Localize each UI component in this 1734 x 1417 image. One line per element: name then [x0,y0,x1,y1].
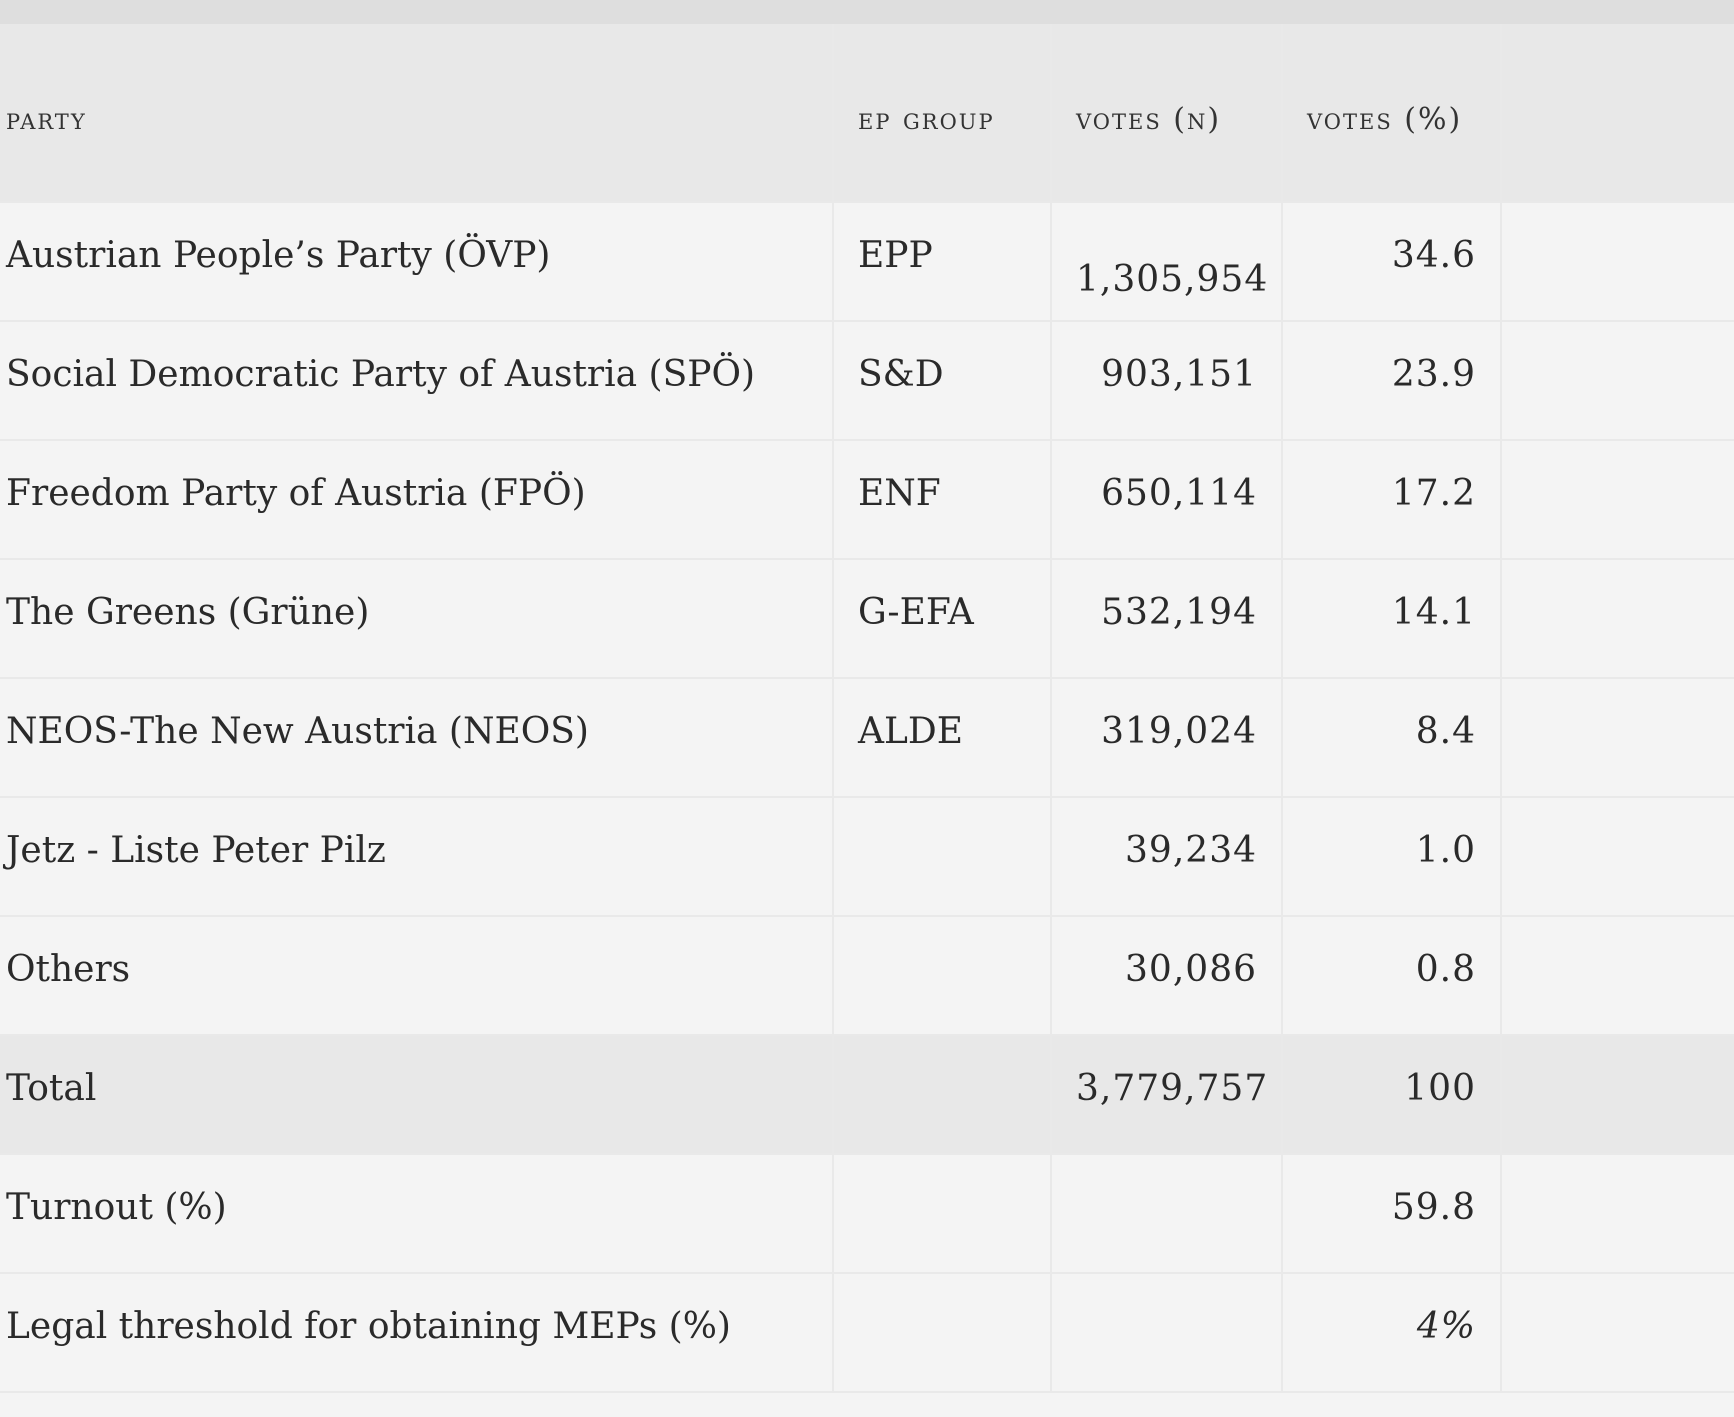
party-cell: Others [0,916,834,1036]
threshold-label: Legal threshold for obtaining MEPs (%) [0,1273,834,1393]
votes-pct-cell: 23.9 [1282,321,1502,441]
party-cell: Social Democratic Party of Austria (SPÖ) [0,321,834,441]
top-band [0,0,1734,24]
total-ep-group [833,1035,1052,1155]
empty-cell [1501,1273,1734,1393]
table-header-row: PARTY EP GROUP VOTES (N) VOTES (%) [0,24,1734,203]
empty-cell [1501,797,1734,917]
header-votes-n: VOTES (N) [1051,24,1283,203]
ep-group-cell: S&D [833,321,1052,441]
threshold-row: Legal threshold for obtaining MEPs (%) 4… [0,1273,1734,1393]
party-cell: Freedom Party of Austria (FPÖ) [0,440,834,560]
empty-cell [1501,1035,1734,1155]
empty-cell [833,1273,1052,1393]
total-votes-pct: 100 [1282,1035,1502,1155]
empty-cell [1501,321,1734,441]
empty-cell [1501,202,1734,322]
ep-group-cell: G-EFA [833,559,1052,679]
table-row: Social Democratic Party of Austria (SPÖ)… [0,321,1734,441]
ep-group-cell [833,797,1052,917]
total-label: Total [0,1035,834,1155]
votes-pct-cell: 14.1 [1282,559,1502,679]
ep-group-cell: EPP [833,202,1052,322]
table-row: The Greens (Grüne) G-EFA 532,194 14.1 [0,559,1734,679]
votes-pct-cell: 34.6 [1282,202,1502,322]
table-row: Freedom Party of Austria (FPÖ) ENF 650,1… [0,440,1734,560]
header-ep-group: EP GROUP [833,24,1052,203]
votes-n-cell: 39,234 [1051,797,1283,917]
empty-cell [1501,678,1734,798]
votes-n-cell: 1,305,954 [1051,202,1283,322]
election-results-table: PARTY EP GROUP VOTES (N) VOTES (%) Austr… [0,24,1734,1393]
ep-group-cell: ENF [833,440,1052,560]
empty-cell [1501,916,1734,1036]
total-row: Total 3,779,757 100 [0,1035,1734,1155]
table-row: Austrian People’s Party (ÖVP) EPP 1,305,… [0,202,1734,322]
party-cell: NEOS-The New Austria (NEOS) [0,678,834,798]
header-empty [1501,24,1734,203]
empty-cell [833,1154,1052,1274]
table-row: Others 30,086 0.8 [0,916,1734,1036]
party-cell: Jetz - Liste Peter Pilz [0,797,834,917]
votes-n-cell: 650,114 [1051,440,1283,560]
empty-cell [1501,440,1734,560]
ep-group-cell: ALDE [833,678,1052,798]
table-row: Jetz - Liste Peter Pilz 39,234 1.0 [0,797,1734,917]
turnout-row: Turnout (%) 59.8 [0,1154,1734,1274]
votes-pct-cell: 8.4 [1282,678,1502,798]
total-votes-n: 3,779,757 [1051,1035,1283,1155]
table-row: NEOS-The New Austria (NEOS) ALDE 319,024… [0,678,1734,798]
votes-n-cell: 30,086 [1051,916,1283,1036]
ep-group-cell [833,916,1052,1036]
threshold-value: 4% [1282,1273,1502,1393]
empty-cell [1501,1154,1734,1274]
empty-cell [1501,559,1734,679]
votes-n-cell: 319,024 [1051,678,1283,798]
votes-pct-cell: 17.2 [1282,440,1502,560]
votes-pct-cell: 0.8 [1282,916,1502,1036]
empty-cell [1051,1273,1283,1393]
votes-pct-cell: 1.0 [1282,797,1502,917]
party-cell: Austrian People’s Party (ÖVP) [0,202,834,322]
empty-cell [1051,1154,1283,1274]
party-cell: The Greens (Grüne) [0,559,834,679]
header-party: PARTY [0,24,834,203]
header-votes-pct: VOTES (%) [1282,24,1502,203]
turnout-value: 59.8 [1282,1154,1502,1274]
votes-n-cell: 532,194 [1051,559,1283,679]
turnout-label: Turnout (%) [0,1154,834,1274]
votes-n-cell: 903,151 [1051,321,1283,441]
